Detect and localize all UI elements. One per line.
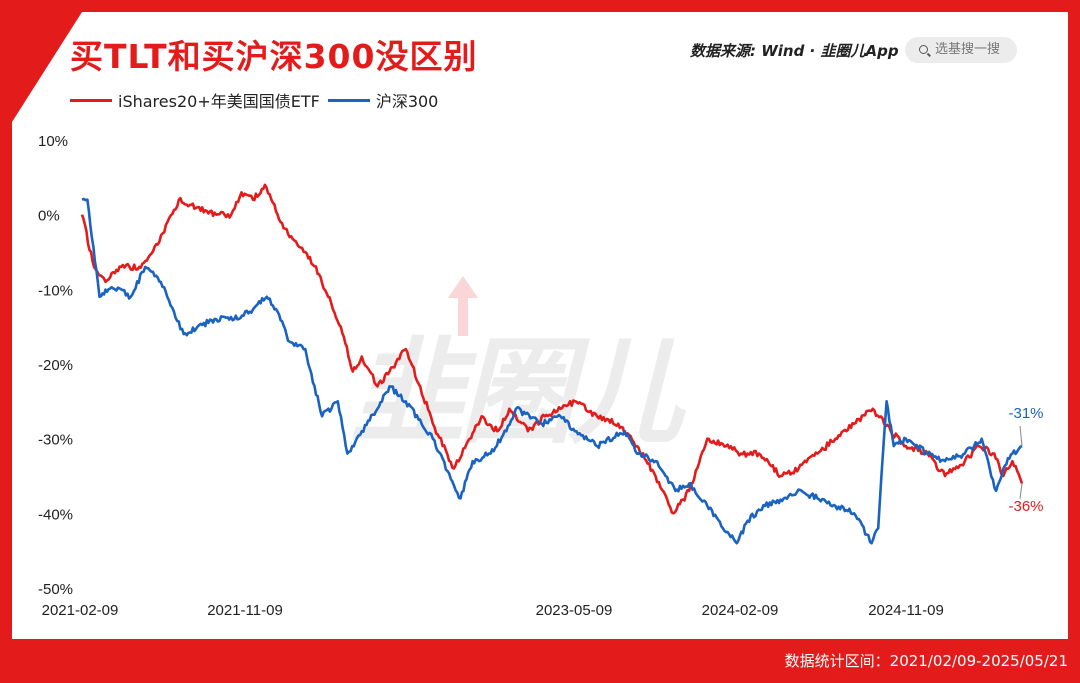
y-tick-label: -50% [38,581,73,598]
legend-label-hs300: 沪深300 [375,92,439,111]
series-line-tlt [80,183,1024,515]
x-tick-label: 2023-05-09 [536,602,613,619]
y-tick-label: -30% [38,432,73,449]
search-box[interactable]: 选基搜一搜 [905,37,1017,63]
search-icon [919,45,928,54]
y-tick-label: 0% [38,208,60,225]
x-tick-label: 2021-02-09 [42,602,119,619]
date-range-footer: 数据统计区间：2021/02/09-2025/05/21 [784,652,1068,670]
end-value-label-tlt: -36% [1008,498,1043,515]
x-tick-label: 2021-11-09 [207,602,283,619]
end-label-leader [1019,425,1023,447]
end-label-leader [1019,483,1023,500]
legend-swatch-hs300 [327,98,370,102]
x-tick-label: 2024-11-09 [868,602,944,619]
y-tick-label: 10% [38,133,68,150]
legend-label-tlt: iShares20+年美国国债ETF [118,92,320,111]
data-source: 数据来源: Wind · 韭圈儿App [690,42,899,60]
legend-item-tlt: iShares20+年美国国债ETF [70,88,320,112]
y-tick-label: -20% [38,357,73,374]
end-value-label-hs300: -31% [1008,405,1043,422]
watermark-arrow-icon [448,276,478,336]
x-tick-label: 2024-02-09 [702,602,779,619]
legend-swatch-tlt [70,98,112,102]
chart-title: 买TLT和买沪深300没区别 [70,37,478,76]
legend-item-hs300: 沪深300 [327,88,439,112]
y-tick-label: -10% [38,282,73,299]
series-line-hs300 [81,197,1023,545]
corner-decoration [12,12,82,122]
y-tick-label: -40% [38,506,73,523]
search-placeholder: 选基搜一搜 [935,42,1001,57]
legend: iShares20+年美国国债ETF 沪深300 [70,88,446,112]
chart-frame [12,12,1068,639]
